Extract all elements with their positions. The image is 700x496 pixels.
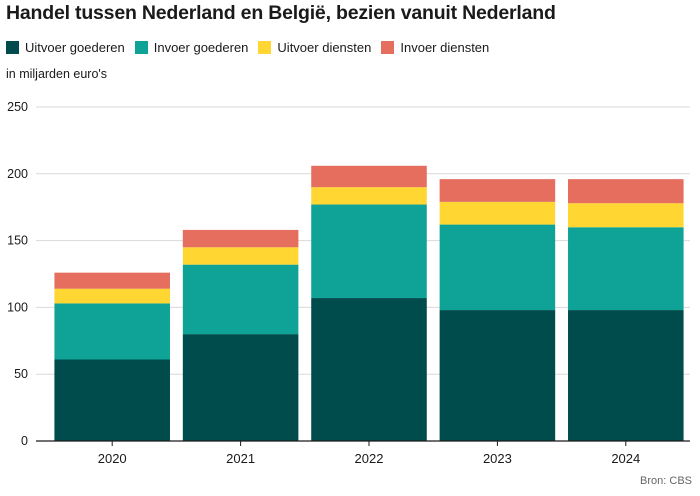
legend-item-invoer-goederen: Invoer goederen <box>134 40 249 55</box>
bar-segment <box>568 203 684 228</box>
source-note: Bron: CBS <box>640 475 692 487</box>
legend-item-uitvoer-diensten: Uitvoer diensten <box>258 40 371 55</box>
legend-label: Invoer diensten <box>400 40 490 55</box>
legend-item-invoer-diensten: Invoer diensten <box>381 40 489 55</box>
bar-segment <box>182 247 299 265</box>
y-tick-label: 100 <box>7 300 28 314</box>
bar-segment <box>439 310 556 441</box>
bar-segment <box>439 224 556 311</box>
legend-swatch <box>134 41 148 54</box>
bar-segment <box>311 187 427 205</box>
legend-swatch <box>6 41 19 54</box>
legend-label: Uitvoer diensten <box>277 40 372 55</box>
legend-item-uitvoer-goederen: Uitvoer goederen <box>6 40 125 55</box>
x-tick-label: 2023 <box>483 451 512 466</box>
x-tick-label: 2020 <box>98 451 127 466</box>
x-tick-label: 2024 <box>611 451 640 466</box>
unit-label: in miljarden euro's <box>6 67 108 81</box>
bar-segment <box>311 204 427 299</box>
legend-swatch <box>258 41 272 54</box>
bar-segment <box>182 229 299 248</box>
bar-segment <box>54 359 170 441</box>
chart-title: Handel tussen Nederland en België, bezie… <box>6 2 556 24</box>
bar-segment <box>439 201 556 225</box>
bar-segment <box>568 179 684 204</box>
bar-segment <box>568 227 684 311</box>
y-tick-label: 0 <box>21 434 28 448</box>
bar-segment <box>439 179 556 202</box>
legend-swatch <box>381 41 395 54</box>
bar-segment <box>54 303 170 360</box>
x-tick-label: 2021 <box>226 451 255 466</box>
bar-segment <box>568 310 684 441</box>
y-tick-label: 250 <box>7 100 28 114</box>
bar-segment <box>54 272 170 289</box>
bar-segment <box>311 298 427 441</box>
bar-segment <box>311 165 427 188</box>
y-tick-label: 50 <box>14 367 28 381</box>
y-tick-label: 200 <box>7 167 28 181</box>
x-tick-label: 2022 <box>355 451 384 466</box>
legend-label: Uitvoer goederen <box>25 40 125 55</box>
bar-segment <box>182 334 299 441</box>
legend-label: Invoer goederen <box>153 40 249 55</box>
legend: Uitvoer goederen Invoer goederen Uitvoer… <box>6 40 499 55</box>
bar-segment <box>54 288 170 304</box>
bar-segment <box>182 264 299 335</box>
y-tick-label: 150 <box>7 234 28 248</box>
